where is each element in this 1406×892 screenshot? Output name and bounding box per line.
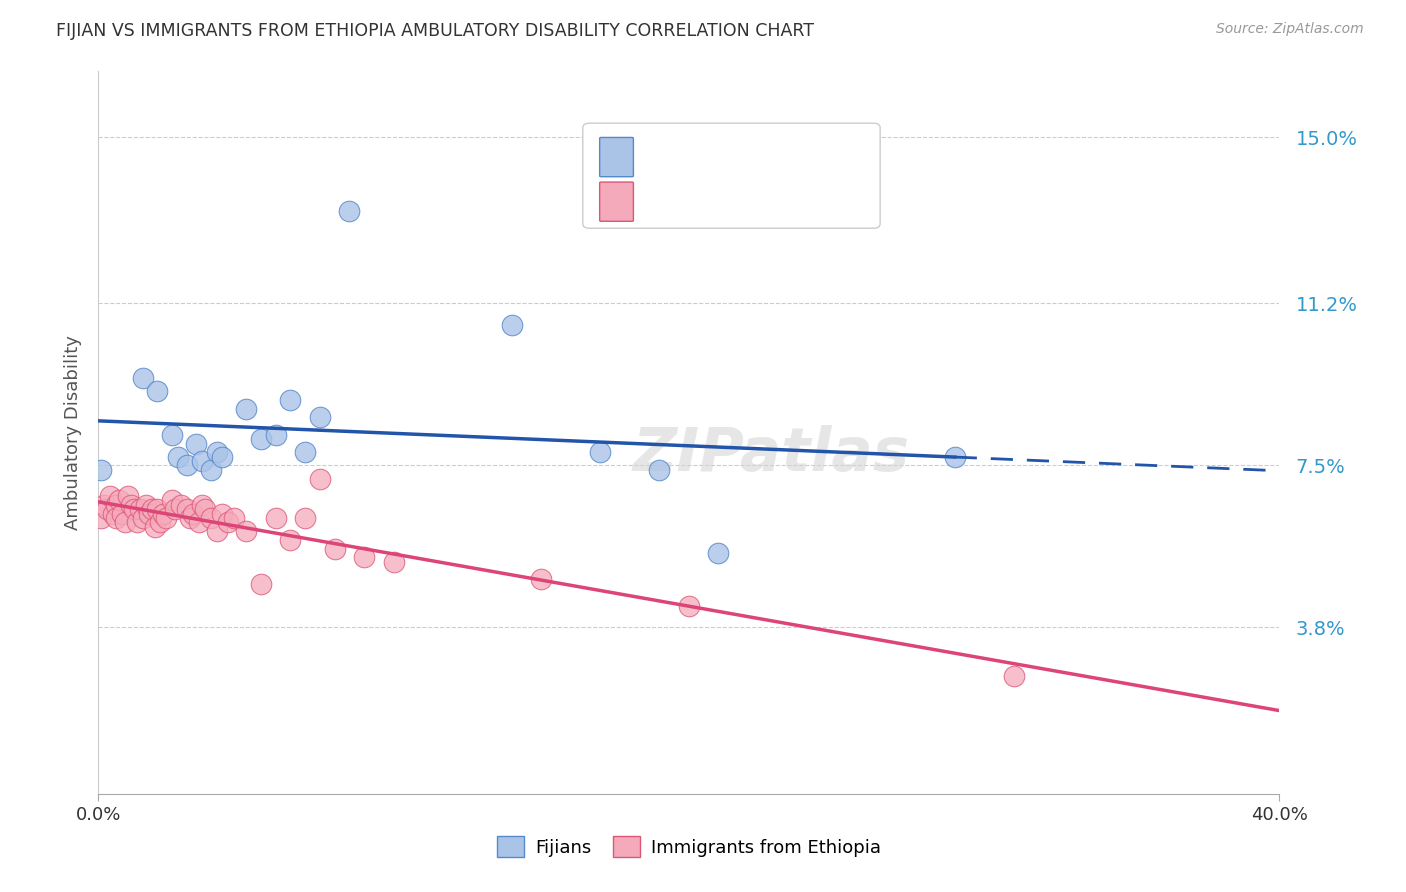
Point	[530, 572, 553, 586]
Point	[280, 392, 302, 407]
Point	[146, 384, 169, 398]
Point	[217, 516, 239, 530]
Point	[250, 576, 273, 591]
Point	[501, 318, 523, 333]
Point	[90, 463, 112, 477]
Point	[152, 507, 174, 521]
Point	[96, 502, 118, 516]
Point	[678, 599, 700, 613]
Point	[264, 511, 287, 525]
Point	[146, 502, 169, 516]
Point	[138, 507, 160, 521]
Text: ZIPatlas: ZIPatlas	[633, 425, 910, 483]
Point	[264, 427, 287, 442]
Point	[141, 502, 163, 516]
Point	[194, 502, 217, 516]
Point	[93, 498, 115, 512]
Point	[187, 516, 209, 530]
Point	[200, 463, 222, 477]
Point	[250, 432, 273, 446]
Legend: Fijians, Immigrants from Ethiopia: Fijians, Immigrants from Ethiopia	[489, 829, 889, 864]
Point	[111, 507, 134, 521]
Point	[309, 472, 332, 486]
Point	[165, 502, 187, 516]
Point	[132, 371, 155, 385]
Point	[125, 516, 148, 530]
Point	[235, 524, 257, 538]
Point	[170, 498, 193, 512]
Text: R =: R =	[644, 148, 682, 166]
Point	[117, 489, 139, 503]
Point	[105, 498, 128, 512]
Text: Source: ZipAtlas.com: Source: ZipAtlas.com	[1216, 22, 1364, 37]
Point	[353, 550, 375, 565]
Point	[184, 436, 207, 450]
Text: FIJIAN VS IMMIGRANTS FROM ETHIOPIA AMBULATORY DISABILITY CORRELATION CHART: FIJIAN VS IMMIGRANTS FROM ETHIOPIA AMBUL…	[56, 22, 814, 40]
Point	[167, 450, 190, 464]
Point	[205, 445, 228, 459]
Point	[162, 427, 183, 442]
Point	[339, 204, 361, 219]
Point	[707, 546, 730, 560]
Point	[143, 520, 166, 534]
Point	[943, 450, 966, 464]
Text: 23: 23	[796, 147, 823, 167]
Point	[323, 541, 346, 556]
Text: -0.194: -0.194	[683, 192, 752, 211]
Point	[205, 524, 228, 538]
Point	[1002, 668, 1025, 682]
Text: N =: N =	[745, 148, 796, 166]
Point	[162, 493, 183, 508]
Y-axis label: Ambulatory Disability: Ambulatory Disability	[63, 335, 82, 530]
Point	[176, 458, 198, 473]
Point	[179, 511, 201, 525]
Point	[235, 401, 257, 416]
Text: 50: 50	[796, 192, 823, 211]
Point	[155, 511, 177, 525]
Text: N =: N =	[745, 193, 796, 211]
Point	[191, 498, 214, 512]
Point	[176, 502, 198, 516]
Point	[648, 463, 671, 477]
Point	[120, 498, 142, 512]
Point	[105, 511, 128, 525]
Point	[211, 507, 233, 521]
Point	[149, 516, 172, 530]
Point	[135, 498, 157, 512]
Text: R =: R =	[644, 193, 682, 211]
Point	[114, 516, 136, 530]
Point	[224, 511, 246, 525]
Point	[589, 445, 612, 459]
Point	[294, 511, 316, 525]
Point	[132, 511, 155, 525]
Point	[128, 502, 150, 516]
Point	[108, 493, 131, 508]
Point	[122, 502, 145, 516]
Point	[98, 489, 121, 503]
Point	[211, 450, 233, 464]
Text: 0.062: 0.062	[683, 147, 744, 167]
Point	[294, 445, 316, 459]
Point	[103, 507, 125, 521]
Point	[191, 454, 214, 468]
Point	[200, 511, 222, 525]
Point	[382, 555, 405, 569]
Point	[90, 511, 112, 525]
Point	[309, 410, 332, 425]
Point	[280, 533, 302, 547]
Point	[181, 507, 204, 521]
